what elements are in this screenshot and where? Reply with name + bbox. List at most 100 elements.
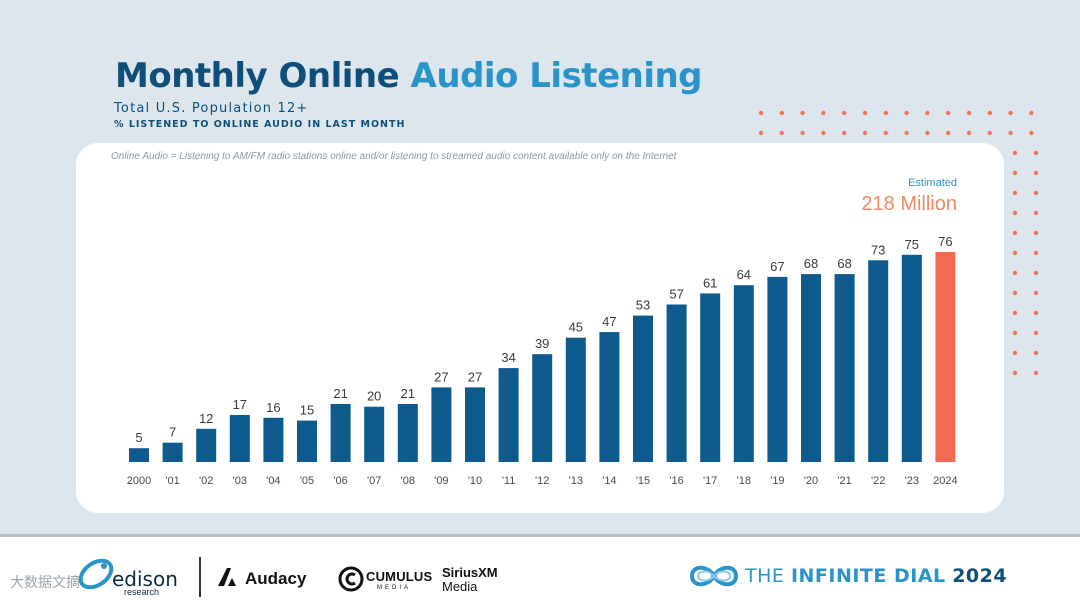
decor-dot bbox=[1012, 350, 1018, 356]
bar-0 bbox=[129, 448, 149, 462]
bar-13 bbox=[565, 337, 586, 462]
watermark: 大数据文摘 bbox=[10, 574, 80, 590]
x-tick-label-0: 2000 bbox=[127, 475, 151, 487]
decor-dot bbox=[946, 130, 951, 136]
decor-dot bbox=[1012, 190, 1018, 196]
bar-21 bbox=[834, 274, 855, 462]
data-label-8: 21 bbox=[401, 386, 415, 401]
cumulus-logo-icon bbox=[338, 566, 364, 592]
data-label-19: 67 bbox=[770, 259, 784, 274]
decor-dot bbox=[987, 110, 992, 116]
audacy-logo-text: Audacy bbox=[245, 569, 307, 588]
data-label-15: 53 bbox=[636, 298, 650, 313]
decor-dot bbox=[1033, 270, 1039, 276]
decor-dot bbox=[800, 130, 805, 136]
decor-dot bbox=[1012, 250, 1018, 256]
decor-dot bbox=[821, 130, 826, 136]
decor-dot bbox=[862, 110, 868, 116]
bar-17 bbox=[700, 293, 721, 462]
page-title: Monthly Online Audio Listening bbox=[115, 56, 703, 96]
decor-dot bbox=[1012, 370, 1018, 376]
decor-dot bbox=[800, 110, 805, 116]
subtitle-metric: % LISTENED TO ONLINE AUDIO IN LAST MONTH bbox=[114, 119, 406, 130]
dial-year: 2024 bbox=[952, 565, 1008, 587]
bar-15 bbox=[633, 315, 653, 462]
dial-the: THE bbox=[745, 565, 791, 587]
edison-logo-subtext: research bbox=[124, 587, 160, 597]
cumulus-logo-text: CUMULUS bbox=[366, 569, 433, 584]
data-label-14: 47 bbox=[602, 314, 616, 329]
data-label-5: 15 bbox=[300, 403, 314, 418]
decor-dot bbox=[1033, 350, 1039, 356]
siriusxm-logo-subtext: Media bbox=[442, 579, 478, 594]
cumulus-logo-subtext: MEDIA bbox=[377, 585, 412, 591]
dial-infinite: INFINITE DIAL bbox=[790, 565, 946, 587]
data-label-3: 17 bbox=[233, 397, 247, 412]
decor-dot bbox=[821, 110, 826, 116]
audacy-logo-icon bbox=[218, 568, 236, 586]
bar-10 bbox=[465, 387, 485, 462]
decor-dot bbox=[758, 110, 764, 116]
data-label-22: 73 bbox=[871, 242, 885, 257]
bar-6 bbox=[330, 404, 351, 462]
decor-dot bbox=[1033, 330, 1039, 336]
decor-dot bbox=[1033, 250, 1039, 256]
x-tick-label-18: '18 bbox=[737, 475, 751, 487]
decor-dot bbox=[1033, 310, 1039, 316]
decor-dot bbox=[1008, 130, 1013, 136]
bar-8 bbox=[397, 404, 418, 462]
decor-dot bbox=[1033, 290, 1039, 296]
data-label-18: 64 bbox=[737, 267, 751, 282]
estimated-value: 218 Million bbox=[861, 193, 957, 215]
decor-dot bbox=[758, 130, 764, 136]
x-tick-label-21: '21 bbox=[837, 475, 851, 487]
data-label-6: 21 bbox=[333, 386, 347, 401]
bar-19 bbox=[767, 276, 788, 462]
x-tick-label-14: '14 bbox=[602, 475, 616, 487]
decor-dot bbox=[862, 130, 868, 136]
bar-7 bbox=[364, 406, 385, 462]
decor-dot bbox=[1008, 110, 1013, 116]
data-label-0: 5 bbox=[135, 430, 142, 445]
bar-1 bbox=[162, 442, 183, 462]
footer-divider bbox=[0, 534, 1080, 539]
decor-dot bbox=[1033, 370, 1039, 376]
decor-dot bbox=[1012, 150, 1018, 156]
data-label-13: 45 bbox=[569, 320, 583, 335]
decor-dot bbox=[1012, 330, 1018, 336]
x-tick-label-13: '13 bbox=[569, 475, 583, 487]
decor-dot bbox=[1033, 230, 1039, 236]
x-tick-label-9: '09 bbox=[434, 475, 448, 487]
decor-dot bbox=[1012, 290, 1018, 296]
title-part-1: Monthly Online bbox=[115, 56, 400, 96]
subtitle: Total U.S. Population 12+ bbox=[114, 101, 309, 116]
data-label-11: 34 bbox=[501, 350, 515, 365]
data-label-17: 61 bbox=[703, 275, 717, 290]
x-tick-label-4: '04 bbox=[266, 475, 280, 487]
bar-20 bbox=[801, 274, 821, 462]
bar-4 bbox=[263, 417, 284, 462]
x-tick-label-7: '07 bbox=[367, 475, 381, 487]
title-part-2: Audio Listening bbox=[410, 56, 703, 96]
x-tick-label-23: '23 bbox=[905, 475, 919, 487]
bar-9 bbox=[431, 387, 452, 462]
decor-dot bbox=[1029, 130, 1034, 136]
edison-logo-icon bbox=[78, 558, 114, 590]
decor-dot bbox=[1012, 210, 1018, 216]
decor-dot bbox=[1012, 310, 1018, 316]
x-tick-label-19: '19 bbox=[770, 475, 784, 487]
x-tick-label-11: '11 bbox=[502, 475, 516, 487]
data-label-4: 16 bbox=[266, 400, 280, 415]
decor-dot bbox=[779, 110, 784, 116]
bar-3 bbox=[229, 415, 250, 462]
bar-5 bbox=[297, 420, 317, 462]
data-label-23: 75 bbox=[905, 237, 919, 252]
decor-dot bbox=[925, 110, 930, 116]
bar-12 bbox=[532, 354, 553, 462]
x-tick-label-15: '15 bbox=[636, 475, 650, 487]
decor-dot bbox=[1012, 170, 1018, 176]
bar-11 bbox=[498, 368, 519, 462]
decor-dot bbox=[1012, 270, 1018, 276]
data-label-21: 68 bbox=[837, 256, 851, 271]
